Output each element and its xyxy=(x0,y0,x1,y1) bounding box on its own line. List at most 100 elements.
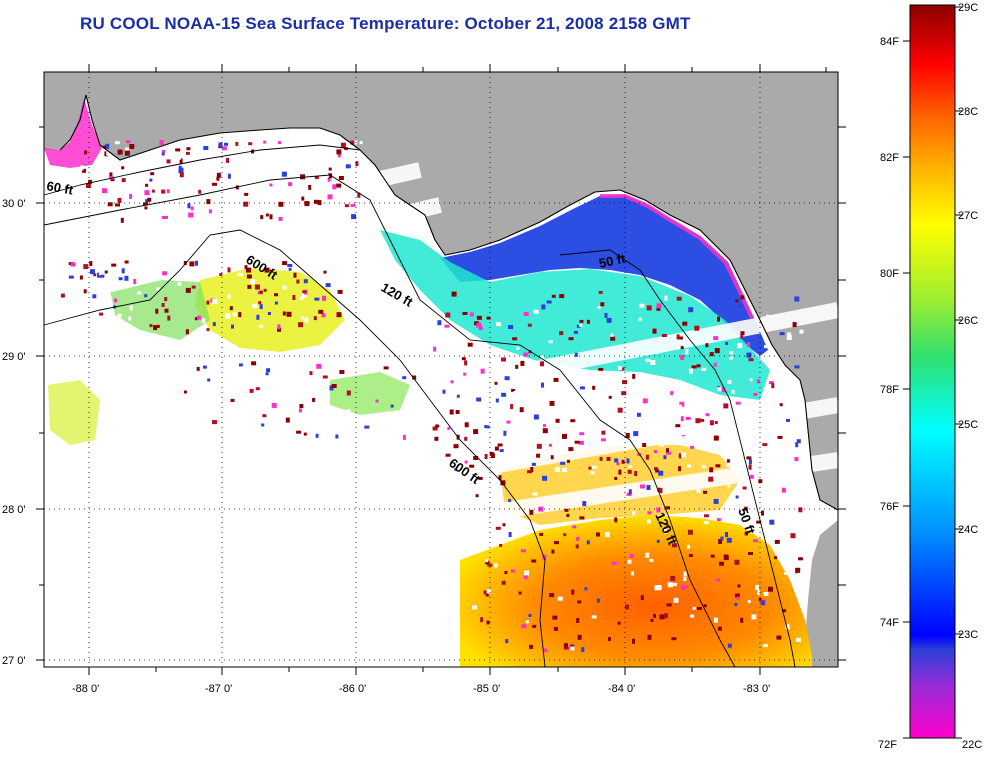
data-speckle xyxy=(592,385,596,390)
data-speckle xyxy=(714,348,720,354)
data-speckle xyxy=(188,160,192,165)
data-speckle xyxy=(462,312,468,315)
data-speckle xyxy=(442,389,446,394)
data-speckle xyxy=(531,559,537,563)
data-speckle xyxy=(515,364,519,369)
data-speckle xyxy=(626,458,630,464)
data-speckle xyxy=(541,304,546,310)
data-speckle xyxy=(260,215,264,220)
data-speckle xyxy=(221,146,227,151)
data-speckle xyxy=(694,325,700,331)
data-speckle xyxy=(718,538,723,544)
data-speckle xyxy=(129,305,133,311)
data-speckle xyxy=(485,560,490,565)
data-speckle xyxy=(661,334,667,337)
data-speckle xyxy=(136,182,139,186)
data-speckle xyxy=(504,376,510,381)
data-speckle xyxy=(212,182,217,186)
data-speckle xyxy=(282,285,287,290)
data-speckle xyxy=(642,398,648,404)
data-speckle xyxy=(129,144,135,149)
data-speckle xyxy=(197,149,202,154)
data-speckle xyxy=(324,153,328,159)
data-speckle xyxy=(185,151,190,155)
data-speckle xyxy=(486,425,490,429)
data-speckle xyxy=(538,506,544,512)
data-speckle xyxy=(124,260,129,264)
data-speckle xyxy=(639,303,645,308)
data-speckle xyxy=(495,526,501,530)
data-speckle xyxy=(671,543,677,548)
data-speckle xyxy=(249,388,254,393)
data-speckle xyxy=(346,390,351,396)
data-speckle xyxy=(640,484,645,489)
data-speckle xyxy=(161,189,166,194)
yellow-water-west xyxy=(195,268,345,352)
data-speckle xyxy=(562,433,567,439)
data-speckle xyxy=(97,199,101,204)
data-speckle xyxy=(151,189,155,193)
data-speckle xyxy=(559,331,564,336)
data-speckle xyxy=(145,193,149,198)
data-speckle xyxy=(216,172,221,178)
data-speckle xyxy=(480,617,484,623)
data-speckle xyxy=(670,394,676,397)
data-speckle xyxy=(308,184,312,190)
data-speckle xyxy=(483,590,487,595)
data-speckle xyxy=(354,362,360,368)
data-speckle xyxy=(178,167,184,173)
data-speckle xyxy=(285,417,290,423)
data-speckle xyxy=(549,443,552,447)
data-speckle xyxy=(185,287,191,293)
data-speckle xyxy=(709,420,714,426)
data-speckle xyxy=(202,365,207,369)
data-speckle xyxy=(647,511,652,515)
data-speckle xyxy=(584,587,588,591)
data-speckle xyxy=(616,462,620,466)
data-speckle xyxy=(705,343,709,348)
data-speckle xyxy=(659,614,665,620)
depth-contours xyxy=(43,144,796,668)
data-speckle xyxy=(162,271,168,276)
contour-600ft-north xyxy=(43,229,546,668)
data-speckle xyxy=(582,501,587,507)
data-speckle xyxy=(608,637,611,641)
data-speckle xyxy=(159,202,164,206)
data-speckle xyxy=(723,555,729,561)
data-speckle xyxy=(162,149,165,153)
data-speckle xyxy=(559,294,565,299)
data-speckle xyxy=(357,192,361,198)
data-speckle xyxy=(614,458,619,463)
data-speckle xyxy=(227,267,231,273)
data-speckle xyxy=(666,448,669,453)
data-speckle xyxy=(109,273,113,279)
colorbar-label-24c: 24C xyxy=(958,524,978,536)
data-speckle xyxy=(487,476,493,481)
data-speckle xyxy=(484,425,488,429)
data-speckle xyxy=(313,199,319,204)
data-speckle xyxy=(206,413,212,418)
yellow-water-southwest xyxy=(48,380,100,445)
data-speckle xyxy=(339,370,345,374)
data-speckle xyxy=(726,537,732,543)
data-speckle xyxy=(574,442,578,447)
data-speckle xyxy=(654,450,657,453)
data-speckle xyxy=(121,166,125,170)
data-speckle xyxy=(758,479,763,484)
data-speckle xyxy=(338,176,344,180)
data-speckle xyxy=(540,361,544,367)
data-speckle xyxy=(117,313,122,318)
data-speckle xyxy=(267,312,271,315)
data-speckle xyxy=(571,589,575,595)
data-speckle xyxy=(525,620,529,624)
data-speckle xyxy=(144,294,148,298)
data-speckle xyxy=(687,544,691,549)
data-speckle xyxy=(314,176,319,180)
data-speckle xyxy=(235,141,239,146)
data-speckle xyxy=(194,317,198,321)
data-speckle xyxy=(220,190,224,196)
data-speckle xyxy=(196,366,200,371)
data-speckle xyxy=(567,357,572,361)
data-speckle xyxy=(478,476,483,480)
data-speckle xyxy=(776,635,782,640)
